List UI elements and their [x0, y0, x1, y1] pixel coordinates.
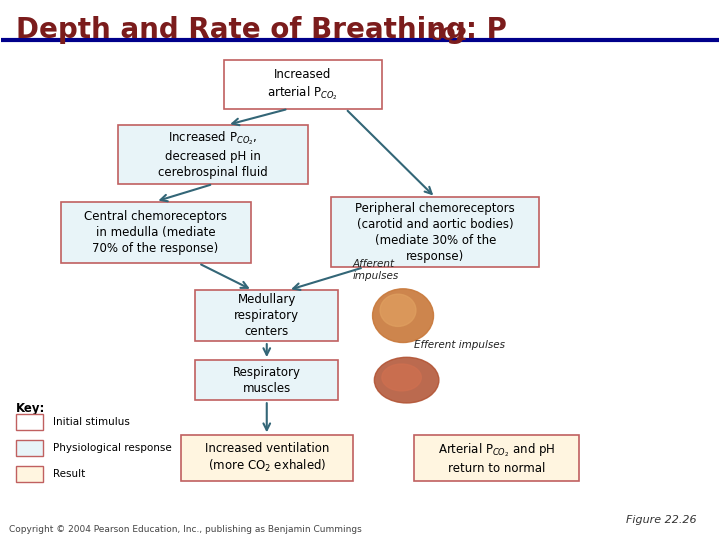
FancyBboxPatch shape: [60, 201, 251, 264]
FancyBboxPatch shape: [16, 440, 43, 456]
Text: Respiratory
muscles: Respiratory muscles: [233, 366, 301, 395]
FancyBboxPatch shape: [224, 60, 382, 109]
Text: Efferent impulses: Efferent impulses: [414, 340, 505, 350]
FancyBboxPatch shape: [16, 465, 43, 482]
Text: Peripheral chemoreceptors
(carotid and aortic bodies)
(mediate 30% of the
respon: Peripheral chemoreceptors (carotid and a…: [356, 202, 516, 263]
Text: Arterial P$_{CO_2}$ and pH
return to normal: Arterial P$_{CO_2}$ and pH return to nor…: [438, 441, 555, 475]
Ellipse shape: [382, 364, 421, 391]
Text: Increased
arterial P$_{CO_2}$: Increased arterial P$_{CO_2}$: [267, 68, 338, 102]
Text: Initial stimulus: Initial stimulus: [53, 417, 130, 427]
FancyBboxPatch shape: [331, 198, 539, 267]
FancyBboxPatch shape: [414, 435, 579, 481]
Text: Increased ventilation
(more CO$_2$ exhaled): Increased ventilation (more CO$_2$ exhal…: [204, 442, 329, 474]
Text: Depth and Rate of Breathing: P: Depth and Rate of Breathing: P: [16, 16, 507, 44]
Text: CO2: CO2: [430, 25, 468, 44]
Text: Key:: Key:: [16, 402, 45, 415]
Text: Physiological response: Physiological response: [53, 443, 172, 453]
Text: Result: Result: [53, 469, 85, 478]
Text: Copyright © 2004 Pearson Education, Inc., publishing as Benjamin Cummings: Copyright © 2004 Pearson Education, Inc.…: [9, 525, 361, 534]
Text: Figure 22.26: Figure 22.26: [626, 515, 697, 525]
FancyBboxPatch shape: [16, 414, 43, 430]
Text: Afferent
impulses: Afferent impulses: [353, 259, 399, 281]
Text: Medullary
respiratory
centers: Medullary respiratory centers: [234, 293, 300, 338]
Text: Central chemoreceptors
in medulla (mediate
70% of the response): Central chemoreceptors in medulla (media…: [84, 210, 227, 255]
Ellipse shape: [374, 357, 439, 403]
Ellipse shape: [372, 289, 433, 342]
FancyBboxPatch shape: [118, 125, 308, 184]
Ellipse shape: [380, 294, 416, 326]
Text: Increased P$_{CO_2}$,
decreased pH in
cerebrospinal fluid: Increased P$_{CO_2}$, decreased pH in ce…: [158, 130, 268, 179]
FancyBboxPatch shape: [181, 435, 353, 481]
FancyBboxPatch shape: [195, 290, 338, 341]
FancyBboxPatch shape: [195, 360, 338, 400]
